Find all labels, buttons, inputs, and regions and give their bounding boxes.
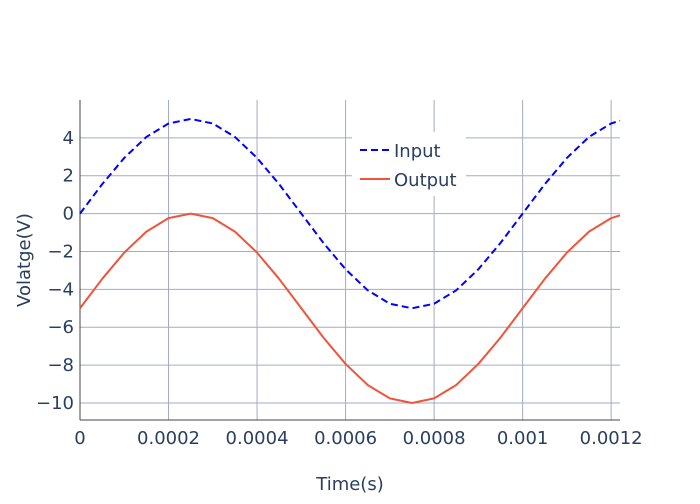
legend: Input Output: [352, 132, 466, 196]
x-tick-label: 0.0012: [580, 428, 643, 449]
legend-label-input: Input: [394, 141, 441, 162]
data-series: [79, 117, 621, 404]
series-line-output: [79, 212, 621, 404]
y-tick-label: 2: [63, 166, 74, 187]
legend-label-output: Output: [394, 170, 457, 191]
y-tick-label: −10: [36, 393, 74, 414]
x-tick-label: 0: [74, 428, 85, 449]
tick-labels: 0 0.0002 0.0004 0.0006 0.0008 0.001 0.0012420−…: [36, 128, 643, 449]
y-tick-label: −6: [47, 317, 74, 338]
x-tick-label: 0.0006: [314, 428, 377, 449]
series-line-input: [79, 117, 621, 310]
x-tick-label: 0.0004: [226, 428, 289, 449]
x-tick-label: 0.0008: [403, 428, 466, 449]
legend-background: [352, 132, 466, 196]
axes: [79, 100, 620, 421]
y-tick-label: 4: [63, 128, 74, 149]
y-tick-label: −2: [47, 241, 74, 262]
grid-lines: [80, 100, 620, 420]
y-tick-label: −8: [47, 355, 74, 376]
y-tick-label: −4: [47, 279, 74, 300]
x-axis-title: Time(s): [315, 474, 383, 495]
x-tick-label: 0.001: [497, 428, 549, 449]
x-tick-label: 0.0002: [137, 428, 200, 449]
y-tick-label: 0: [63, 204, 74, 225]
y-axis-title: Volatge(V): [14, 213, 35, 307]
